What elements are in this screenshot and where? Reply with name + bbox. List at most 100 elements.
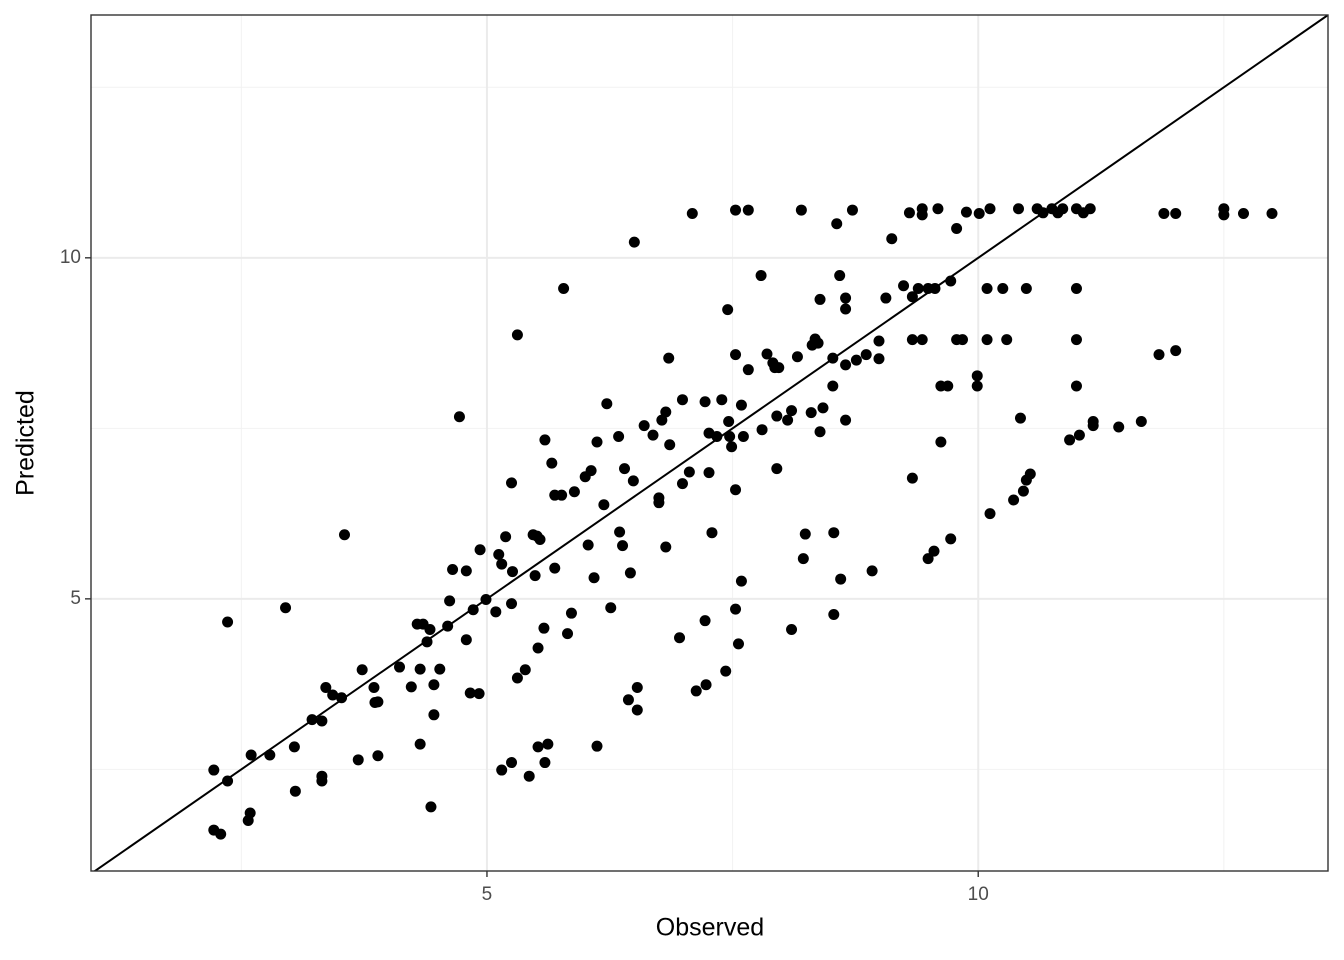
point xyxy=(699,615,711,627)
point xyxy=(683,466,695,478)
point xyxy=(519,664,531,676)
point xyxy=(474,544,486,556)
point xyxy=(428,709,440,721)
point xyxy=(480,594,492,606)
point xyxy=(1084,203,1096,215)
point xyxy=(549,562,561,574)
point xyxy=(372,696,384,708)
point xyxy=(421,636,433,648)
point xyxy=(493,549,505,561)
point xyxy=(960,206,972,218)
point xyxy=(336,692,348,704)
point xyxy=(997,283,1009,295)
point xyxy=(289,785,301,797)
point xyxy=(660,541,672,553)
point xyxy=(827,352,839,364)
point xyxy=(735,575,747,587)
point xyxy=(805,407,817,419)
point xyxy=(1013,203,1025,215)
point xyxy=(984,508,996,520)
point xyxy=(529,570,541,582)
point xyxy=(622,694,634,706)
point xyxy=(565,607,577,619)
point xyxy=(624,567,636,579)
point xyxy=(506,598,518,610)
point xyxy=(327,689,339,701)
point xyxy=(447,564,459,576)
point xyxy=(424,624,436,636)
reference-line xyxy=(93,15,1328,871)
point xyxy=(585,465,597,477)
point xyxy=(1158,207,1170,219)
tick-labels: 5 10 5 10 xyxy=(60,247,989,905)
point xyxy=(660,406,672,418)
point xyxy=(840,414,852,426)
y-axis-title: Predicted xyxy=(12,390,40,496)
point xyxy=(835,573,847,585)
point xyxy=(716,394,728,406)
point xyxy=(730,484,742,496)
point xyxy=(981,334,993,346)
point xyxy=(906,334,918,346)
point xyxy=(912,283,924,295)
point xyxy=(473,688,485,700)
point xyxy=(372,750,384,762)
point xyxy=(664,439,676,451)
point xyxy=(735,399,747,411)
point xyxy=(812,337,824,349)
point xyxy=(523,770,535,782)
point xyxy=(500,531,512,543)
point xyxy=(929,283,941,295)
point xyxy=(245,749,257,761)
point xyxy=(674,632,686,644)
point xyxy=(840,303,852,315)
point xyxy=(1087,416,1099,428)
y-tick-label: 10 xyxy=(60,247,81,268)
point xyxy=(264,749,276,761)
point xyxy=(1057,203,1069,215)
point xyxy=(1266,207,1278,219)
point xyxy=(834,270,846,282)
point xyxy=(306,714,318,726)
point xyxy=(730,204,742,216)
point xyxy=(880,292,892,304)
point xyxy=(1070,334,1082,346)
point xyxy=(724,431,736,443)
point xyxy=(539,757,551,769)
point xyxy=(511,329,523,341)
point xyxy=(711,431,723,443)
point xyxy=(444,595,456,607)
point xyxy=(1070,283,1082,295)
point xyxy=(771,463,783,475)
point xyxy=(405,681,417,693)
point xyxy=(627,475,639,487)
point xyxy=(1017,485,1029,497)
point xyxy=(280,602,292,614)
point xyxy=(916,209,928,221)
point xyxy=(467,604,479,616)
point xyxy=(951,222,963,234)
point xyxy=(288,741,300,753)
point xyxy=(558,283,570,295)
point xyxy=(613,431,625,443)
point xyxy=(686,207,698,219)
point xyxy=(755,270,767,282)
point xyxy=(638,420,650,432)
point xyxy=(1001,334,1013,346)
point xyxy=(840,292,852,304)
point xyxy=(442,620,454,632)
x-axis-title: Observed xyxy=(656,914,764,942)
point xyxy=(786,405,798,417)
point xyxy=(614,526,626,538)
point xyxy=(546,457,558,469)
point xyxy=(506,757,518,769)
point xyxy=(814,293,826,305)
point xyxy=(542,738,554,750)
point xyxy=(568,486,580,498)
point xyxy=(215,828,227,840)
point xyxy=(817,402,829,414)
point xyxy=(797,553,809,565)
point xyxy=(490,606,502,618)
point xyxy=(663,352,675,364)
point xyxy=(320,682,332,694)
